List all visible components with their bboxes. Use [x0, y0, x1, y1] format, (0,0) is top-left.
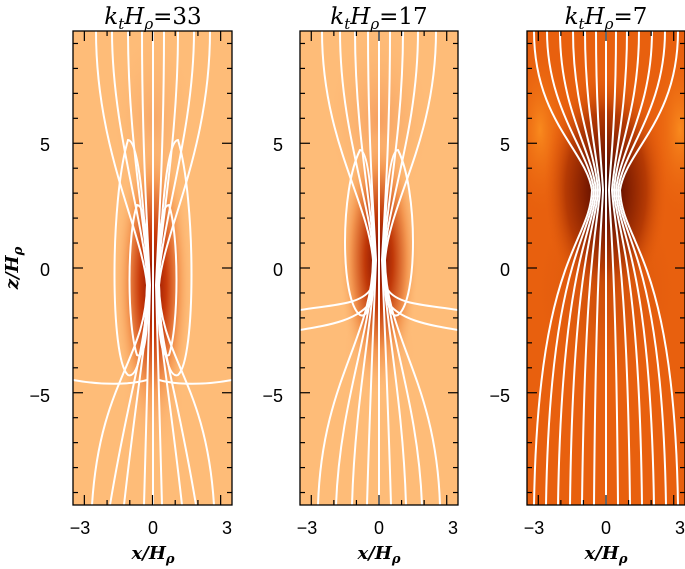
panel-2-colormap	[300, 31, 458, 505]
panel-1: ktHρ=33 −3 0 3 x/Hρ	[70, 4, 233, 567]
panel-3-ticks	[527, 31, 685, 505]
panel-1-ticks	[73, 31, 232, 505]
panel-1-colormap	[73, 31, 232, 505]
ytick-0: 0	[40, 260, 50, 280]
panel-3-xtick-0: 0	[601, 518, 611, 538]
panel-3-xtick-neg3: −3	[524, 518, 545, 538]
panel-1-xtick-neg3: −3	[70, 518, 91, 538]
panel-1-field-lines	[73, 31, 232, 505]
panel-2: ktHρ=17 5 0 −5 −3 0 3 x/Hρ	[262, 4, 459, 567]
panel-1-xtick-0: 0	[148, 518, 158, 538]
panel-3: ktHρ=7 5 0 −5 −3 0 3 x/Hρ	[489, 4, 685, 567]
panel-1-xlabel: x/Hρ	[131, 543, 175, 567]
panel-2-ytick-0: 0	[273, 260, 283, 280]
panel-2-ytick-neg5: −5	[262, 386, 283, 406]
panel-3-ytick-0: 0	[500, 260, 510, 280]
panel-3-xlabel: x/Hρ	[584, 543, 628, 567]
panel-2-xtick-0: 0	[374, 518, 384, 538]
ytick-5: 5	[40, 135, 50, 155]
panel-3-field-lines	[533, 31, 679, 505]
panel-2-ticks	[300, 31, 458, 505]
ylabel: z/Hρ	[2, 246, 26, 290]
panel-3-xtick-3: 3	[675, 518, 685, 538]
panel-2-field-lines	[300, 31, 458, 505]
panel-1-xtick-3: 3	[222, 518, 232, 538]
panel-2-ytick-5: 5	[273, 135, 283, 155]
panel-1-title: ktHρ=33	[104, 4, 201, 33]
panel-3-title: ktHρ=7	[565, 4, 648, 33]
panel-2-xlabel: x/Hρ	[357, 543, 401, 567]
panel-2-title: ktHρ=17	[330, 4, 427, 33]
panel-3-ytick-5: 5	[500, 135, 510, 155]
panel-2-xtick-neg3: −3	[297, 518, 318, 538]
panel-3-ytick-neg5: −5	[489, 386, 510, 406]
ytick-neg5: −5	[29, 386, 50, 406]
panel-2-xtick-3: 3	[448, 518, 458, 538]
panel-3-colormap	[527, 31, 685, 505]
